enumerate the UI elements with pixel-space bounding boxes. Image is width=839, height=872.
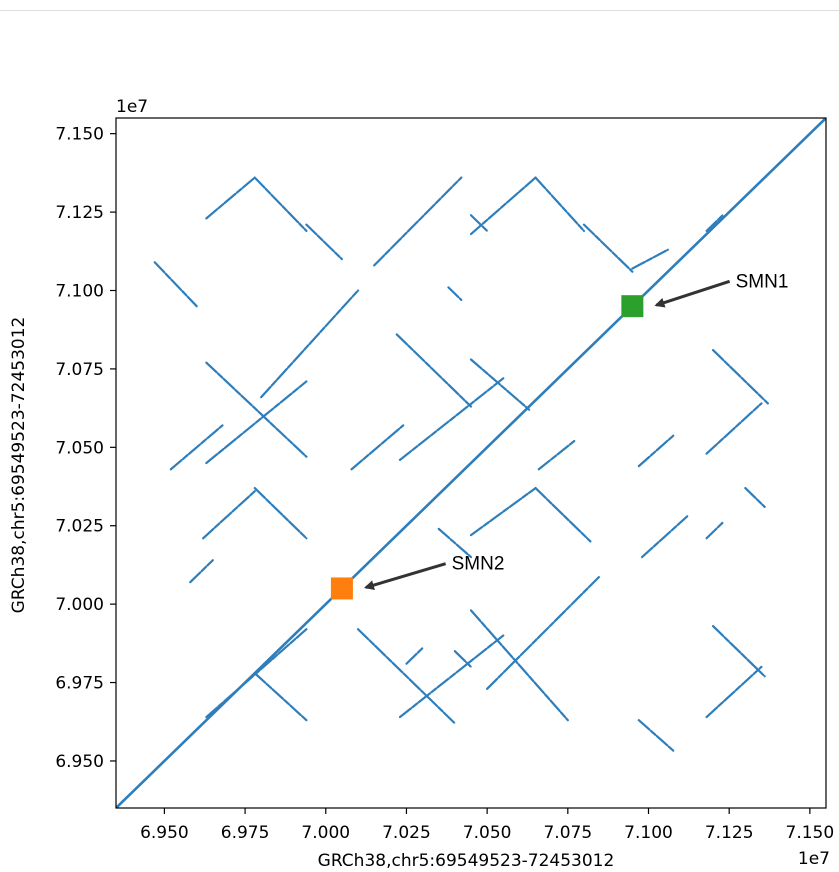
segment-forward-f2 — [190, 560, 213, 582]
y-tick-label: 7.150 — [55, 125, 104, 145]
segment-forward-h1 — [632, 250, 668, 269]
axes: SMN1 SMN2 6.950 6.975 7.000 7.025 7.050 7.075 7.… — [9, 97, 834, 871]
segment-reverse-c1 — [255, 488, 307, 538]
x-tick-label: 7.050 — [463, 823, 512, 843]
segment-forward-e2 — [352, 425, 404, 469]
segment-forward-f1 — [642, 516, 687, 557]
segment-reverse-b1 — [155, 262, 197, 306]
x-axis-label: GRCh38,chr5:69549523-72453012 — [318, 851, 615, 871]
segment-reverse-d2 — [255, 673, 307, 720]
y-offset-label: 1e7 — [116, 97, 148, 117]
y-tick-label: 6.950 — [55, 752, 104, 772]
segment-forward-upper — [261, 291, 358, 398]
segment-reverse-a1 — [255, 178, 307, 231]
segment-forward-d2 — [400, 636, 503, 718]
segment-reverse-c2 — [536, 488, 591, 541]
segment-forward-c2 — [471, 488, 536, 535]
segment-reverse-a5 — [584, 225, 632, 272]
y-tick-label: 7.125 — [55, 203, 104, 223]
segment-forward-b1 — [206, 381, 306, 463]
segment-reverse-d3 — [713, 626, 765, 676]
segment-reverse-b5 — [471, 360, 529, 410]
y-axis-label: GRCh38,chr5:69549523-72453012 — [9, 317, 29, 614]
segment-forward-c3 — [707, 523, 723, 539]
segment-reverse-a3 — [536, 178, 584, 231]
annotation-label-smn2: SMN2 — [452, 554, 505, 575]
segment-forward-a2 — [374, 178, 461, 266]
x-offset-label: 1e7 — [798, 849, 830, 869]
annotation-arrow-smn1 — [656, 281, 729, 305]
x-tick-label: 7.000 — [301, 823, 350, 843]
segment-forward-e4 — [639, 435, 675, 466]
segment-forward-a4 — [707, 215, 723, 231]
y-tick-label: 7.050 — [55, 438, 104, 458]
segment-forward-lower — [487, 576, 600, 689]
y-tick-label: 7.000 — [55, 595, 104, 615]
segment-reverse-b4 — [713, 350, 768, 403]
segment-forward-b3 — [707, 403, 762, 453]
x-tick-label: 7.125 — [705, 823, 754, 843]
plot-area — [116, 118, 826, 808]
segment-forward-e1 — [171, 425, 223, 469]
annotation-arrow-smn2 — [366, 564, 446, 588]
y-tick-label: 7.075 — [55, 360, 104, 380]
highlight-marker-smn1 — [621, 295, 643, 317]
segment-reverse-b2 — [448, 287, 461, 300]
y-tick-label: 7.025 — [55, 517, 104, 537]
x-tick-label: 7.075 — [543, 823, 592, 843]
x-tick-label: 6.950 — [140, 823, 189, 843]
y-tick-label: 7.100 — [55, 282, 104, 302]
segment-forward-c1 — [203, 491, 255, 538]
segment-reverse-b3 — [397, 334, 471, 406]
segment-reverse-lower — [471, 610, 568, 720]
segment-forward-g1 — [406, 648, 422, 664]
segment-reverse-e1 — [455, 651, 471, 667]
y-tick-label: 6.975 — [55, 674, 104, 694]
annotation-label-smn1: SMN1 — [736, 271, 789, 292]
highlight-marker-smn2 — [331, 577, 353, 599]
segment-reverse-d4 — [639, 720, 675, 751]
x-tick-label: 7.100 — [624, 823, 673, 843]
segment-reverse-a4 — [306, 225, 342, 259]
segment-forward-e3 — [539, 441, 575, 469]
x-tick-label: 7.150 — [786, 823, 835, 843]
segment-forward-a1 — [206, 178, 254, 219]
segment-reverse-d1 — [358, 629, 455, 723]
x-tick-label: 7.025 — [382, 823, 431, 843]
segment-reverse-upper — [206, 363, 306, 457]
x-tick-label: 6.975 — [221, 823, 270, 843]
segment-forward-d3 — [707, 667, 762, 717]
segment-reverse-c4 — [745, 488, 764, 507]
